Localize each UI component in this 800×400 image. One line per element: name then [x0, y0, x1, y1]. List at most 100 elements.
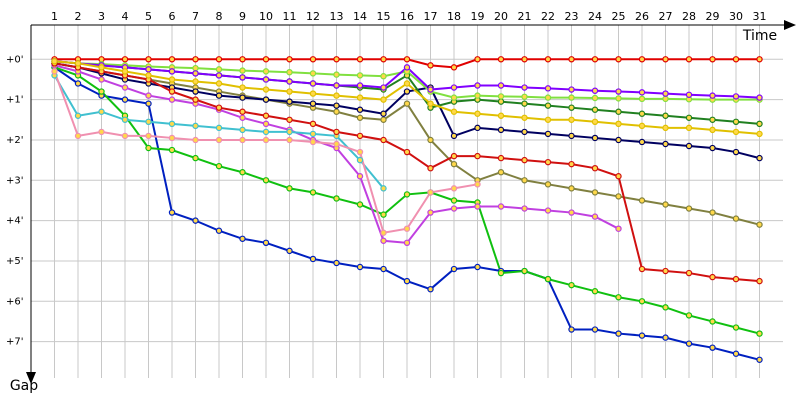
- x-tick-label: 16: [400, 10, 414, 23]
- data-point: [51, 58, 58, 65]
- data-point: [356, 201, 364, 208]
- data-point: [450, 265, 458, 273]
- data-point: [615, 136, 622, 144]
- data-point: [756, 277, 763, 285]
- grid: [31, 25, 783, 378]
- data-point: [380, 73, 387, 80]
- x-tick-label: 6: [169, 10, 176, 23]
- data-point: [239, 169, 246, 176]
- data-point: [732, 148, 740, 156]
- data-point: [638, 122, 646, 130]
- data-point: [638, 89, 646, 96]
- data-point: [427, 100, 434, 107]
- data-point: [474, 124, 481, 132]
- data-point: [380, 211, 387, 218]
- data-point: [544, 207, 552, 214]
- data-point: [568, 132, 575, 140]
- data-point: [145, 56, 152, 63]
- data-point: [168, 68, 176, 75]
- data-point: [568, 209, 575, 216]
- data-point: [145, 118, 152, 126]
- data-point: [497, 203, 505, 210]
- data-point: [121, 116, 129, 123]
- data-point: [286, 128, 293, 136]
- data-point: [685, 56, 693, 63]
- data-point: [145, 144, 152, 152]
- data-point: [685, 124, 693, 132]
- data-point: [286, 136, 293, 144]
- data-point: [121, 96, 129, 103]
- data-point: [450, 205, 458, 212]
- x-tick-label: 5: [145, 10, 152, 23]
- data-point: [756, 94, 763, 101]
- data-point: [732, 324, 740, 331]
- data-point: [615, 108, 622, 115]
- data-point: [615, 225, 622, 232]
- data-point: [309, 100, 317, 107]
- data-point: [309, 130, 317, 138]
- data-point: [262, 112, 270, 119]
- data-point: [521, 93, 528, 100]
- data-point: [309, 138, 317, 146]
- data-point: [474, 152, 481, 160]
- data-point: [427, 285, 434, 293]
- data-point: [474, 82, 481, 89]
- data-point: [662, 267, 669, 275]
- data-point: [615, 95, 622, 102]
- data-point: [709, 344, 716, 351]
- y-tick-label: +6': [6, 296, 24, 307]
- x-arrow: [784, 20, 796, 30]
- data-point: [192, 78, 199, 85]
- data-point: [380, 84, 387, 91]
- data-point: [497, 56, 505, 63]
- data-point: [145, 132, 152, 140]
- data-point: [450, 84, 458, 91]
- data-point: [356, 72, 364, 79]
- data-point: [591, 213, 599, 220]
- data-point: [356, 106, 364, 113]
- data-point: [286, 68, 293, 76]
- data-point: [732, 93, 740, 100]
- x-tick-label: 31: [753, 10, 767, 23]
- data-point: [239, 108, 246, 115]
- data-point: [309, 255, 317, 263]
- data-point: [333, 92, 340, 99]
- data-point: [403, 239, 411, 247]
- y-arrow: [26, 372, 36, 384]
- data-point: [145, 100, 152, 107]
- data-point: [662, 201, 669, 208]
- data-point: [615, 330, 622, 337]
- y-tick-label: +5': [6, 256, 24, 267]
- data-point: [709, 116, 716, 123]
- data-point: [145, 66, 152, 73]
- data-point: [544, 130, 552, 138]
- data-point: [356, 263, 364, 271]
- x-tick-label: 23: [565, 10, 579, 23]
- data-point: [333, 82, 340, 89]
- data-point: [615, 294, 622, 301]
- data-point: [685, 142, 693, 150]
- data-point: [615, 56, 622, 63]
- data-point: [286, 116, 293, 123]
- data-point: [756, 120, 763, 128]
- data-point: [756, 330, 763, 337]
- data-point: [98, 76, 105, 83]
- data-point: [709, 56, 716, 63]
- data-point: [544, 158, 552, 166]
- data-point: [427, 189, 434, 196]
- data-point: [544, 275, 552, 283]
- data-point: [756, 221, 763, 228]
- x-tick-label: 10: [259, 10, 273, 23]
- data-point: [662, 90, 669, 97]
- x-tick-label: 22: [541, 10, 555, 23]
- data-point: [521, 267, 528, 275]
- data-point: [215, 104, 223, 111]
- x-tick-label: 26: [635, 10, 649, 23]
- x-tick-label: 9: [239, 10, 246, 23]
- data-point: [662, 95, 669, 103]
- data-point: [427, 136, 434, 144]
- data-point: [474, 203, 481, 210]
- data-point: [709, 273, 716, 281]
- data-point: [215, 124, 223, 132]
